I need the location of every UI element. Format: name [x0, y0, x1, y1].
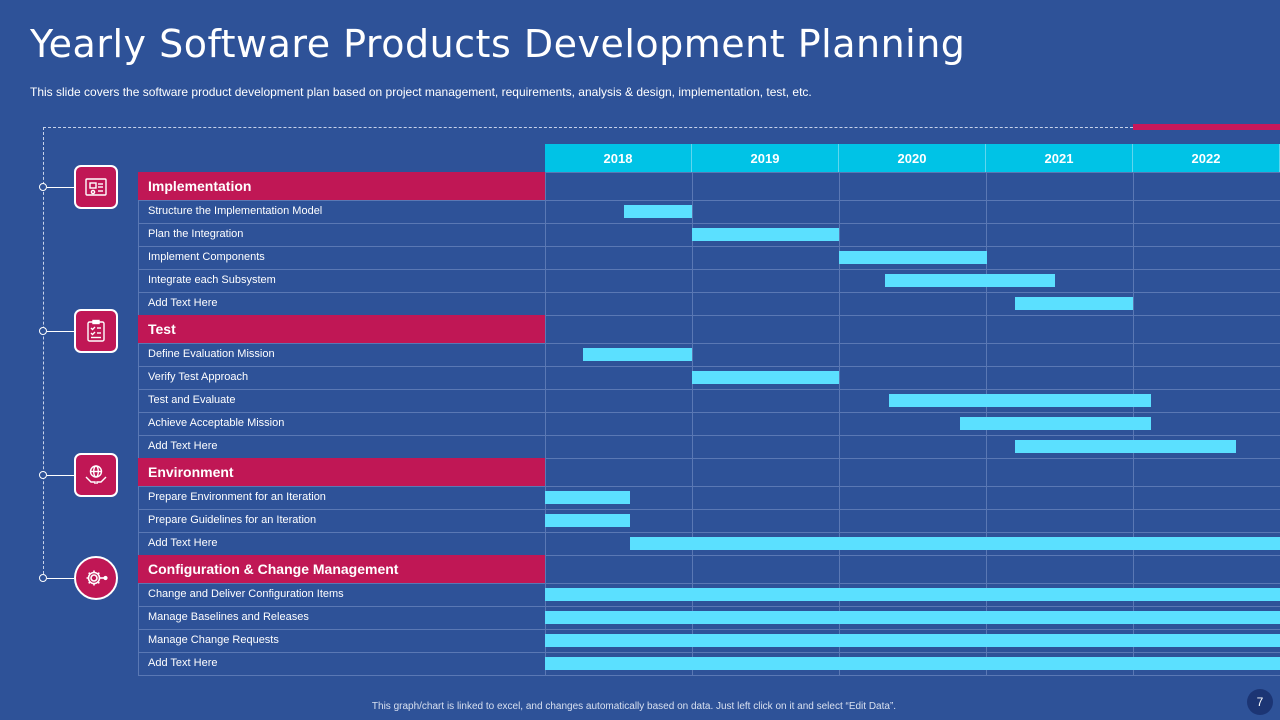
- category-label: Environment: [138, 458, 545, 486]
- node-connector: [47, 475, 74, 476]
- row-divider: [138, 412, 1280, 413]
- task-label: Prepare Guidelines for an Iteration: [148, 514, 317, 526]
- accent-bar: [1133, 124, 1280, 130]
- timeline-node: [39, 327, 47, 335]
- task-label: Manage Change Requests: [148, 634, 279, 646]
- task-label: Add Text Here: [148, 440, 218, 452]
- gantt-bar: [1015, 440, 1236, 453]
- page-title: Yearly Software Products Development Pla…: [30, 22, 966, 66]
- timeline-node: [39, 471, 47, 479]
- task-label: Add Text Here: [148, 657, 218, 669]
- task-label: Implement Components: [148, 251, 265, 263]
- category-label: Implementation: [138, 172, 545, 200]
- task-label: Define Evaluation Mission: [148, 348, 275, 360]
- row-divider: [138, 435, 1280, 436]
- gantt-bar: [884, 274, 1056, 287]
- year-header: 2020: [839, 144, 986, 172]
- column-divider: [1133, 144, 1134, 675]
- gear-settings-icon: [74, 556, 118, 600]
- gantt-bar: [583, 348, 692, 361]
- node-connector: [47, 331, 74, 332]
- task-label: Prepare Environment for an Iteration: [148, 491, 326, 503]
- column-divider: [138, 172, 139, 675]
- year-header: 2018: [545, 144, 692, 172]
- gantt-bar: [545, 491, 631, 504]
- row-divider: [138, 246, 1280, 247]
- row-divider: [138, 458, 1280, 459]
- dashed-connector-top: [43, 127, 1133, 128]
- gantt-bar: [959, 417, 1151, 430]
- year-header: 2022: [1133, 144, 1280, 172]
- gantt-bar: [545, 514, 631, 527]
- checklist-icon: [74, 309, 118, 353]
- task-label: Add Text Here: [148, 297, 218, 309]
- row-divider: [138, 269, 1280, 270]
- gantt-bar: [545, 634, 1280, 647]
- row-divider: [138, 555, 1280, 556]
- globe-in-hands-icon: [74, 453, 118, 497]
- gantt-bar: [692, 371, 839, 384]
- row-divider: [138, 292, 1280, 293]
- task-label: Add Text Here: [148, 537, 218, 549]
- column-divider: [692, 144, 693, 675]
- row-divider: [138, 606, 1280, 607]
- dashed-connector-left: [43, 127, 44, 579]
- gantt-bar: [545, 611, 1280, 624]
- category-label: Test: [138, 315, 545, 343]
- row-divider: [138, 343, 1280, 344]
- row-divider: [138, 652, 1280, 653]
- node-connector: [47, 187, 74, 188]
- category-label: Configuration & Change Management: [138, 555, 545, 583]
- row-divider: [138, 315, 1280, 316]
- row-divider: [138, 583, 1280, 584]
- task-label: Plan the Integration: [148, 228, 244, 240]
- gantt-bar: [545, 657, 1280, 670]
- footnote: This graph/chart is linked to excel, and…: [371, 701, 897, 712]
- row-divider: [138, 366, 1280, 367]
- task-label: Verify Test Approach: [148, 371, 249, 383]
- gantt-bar: [888, 394, 1151, 407]
- gantt-bar: [1015, 297, 1133, 310]
- column-divider: [986, 144, 987, 675]
- timeline-node: [39, 183, 47, 191]
- blueprint-icon: [74, 165, 118, 209]
- row-divider: [138, 172, 1280, 173]
- task-label: Test and Evaluate: [148, 394, 236, 406]
- row-divider: [138, 389, 1280, 390]
- gantt-bar: [630, 537, 1280, 550]
- task-label: Integrate each Subsystem: [148, 274, 276, 286]
- row-divider: [138, 532, 1280, 533]
- task-label: Change and Deliver Configuration Items: [148, 588, 344, 600]
- task-label: Structure the Implementation Model: [148, 205, 323, 217]
- row-divider: [138, 509, 1280, 510]
- page-number: 7: [1247, 689, 1273, 715]
- row-divider: [138, 675, 1280, 676]
- task-label: Achieve Acceptable Mission: [148, 417, 285, 429]
- row-divider: [138, 629, 1280, 630]
- gantt-bar: [545, 588, 1280, 601]
- gantt-bar: [692, 228, 839, 241]
- year-header: 2021: [986, 144, 1133, 172]
- gantt-bar: [839, 251, 988, 264]
- column-divider: [545, 144, 546, 675]
- timeline-node: [39, 574, 47, 582]
- column-divider: [839, 144, 840, 675]
- row-divider: [138, 223, 1280, 224]
- row-divider: [138, 200, 1280, 201]
- gantt-bar: [624, 205, 692, 218]
- task-label: Manage Baselines and Releases: [148, 611, 309, 623]
- page-subtitle: This slide covers the software product d…: [30, 85, 812, 99]
- row-divider: [138, 486, 1280, 487]
- node-connector: [47, 578, 74, 579]
- year-header: 2019: [692, 144, 839, 172]
